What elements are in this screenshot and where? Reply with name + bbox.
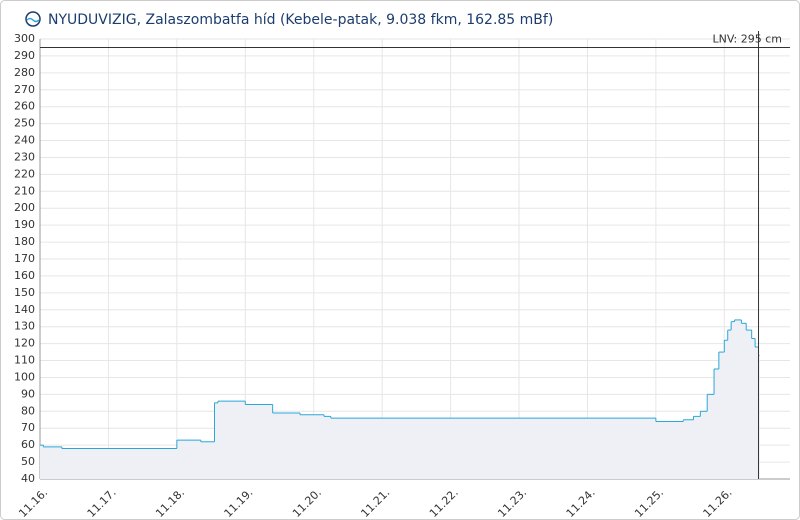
y-tick-label: 110 xyxy=(14,354,35,367)
y-tick-label: 210 xyxy=(14,184,35,197)
y-tick-label: 260 xyxy=(14,100,35,113)
y-tick-label: 270 xyxy=(14,83,35,96)
y-tick-label: 140 xyxy=(14,303,35,316)
y-tick-label: 220 xyxy=(14,167,35,180)
y-tick-label: 130 xyxy=(14,320,35,333)
limit-label: LNV: 295 cm xyxy=(713,32,782,45)
area-fill xyxy=(40,319,760,479)
y-tick-label: 60 xyxy=(21,438,35,451)
y-tick-label: 190 xyxy=(14,218,35,231)
y-tick-label: 80 xyxy=(21,404,35,417)
y-tick-label: 120 xyxy=(14,337,35,350)
y-tick-label: 170 xyxy=(14,252,35,265)
y-tick-label: 90 xyxy=(21,387,35,400)
y-tick-label: 70 xyxy=(21,421,35,434)
y-tick-label: 230 xyxy=(14,150,35,163)
y-tick-label: 300 xyxy=(14,32,35,45)
y-tick-label: 40 xyxy=(21,472,35,485)
y-tick-label: 160 xyxy=(14,269,35,282)
y-tick-label: 100 xyxy=(14,370,35,383)
y-tick-label: 240 xyxy=(14,134,35,147)
chart-title: NYUDUVIZIG, Zalaszombatfa híd (Kebele-pa… xyxy=(48,12,553,28)
y-tick-label: 250 xyxy=(14,117,35,130)
logo xyxy=(25,11,41,27)
y-tick-label: 290 xyxy=(14,49,35,62)
y-tick-label: 200 xyxy=(14,201,35,214)
y-tick-label: 50 xyxy=(21,455,35,468)
y-tick-label: 150 xyxy=(14,286,35,299)
y-tick-label: 280 xyxy=(14,66,35,79)
y-tick-label: 180 xyxy=(14,235,35,248)
